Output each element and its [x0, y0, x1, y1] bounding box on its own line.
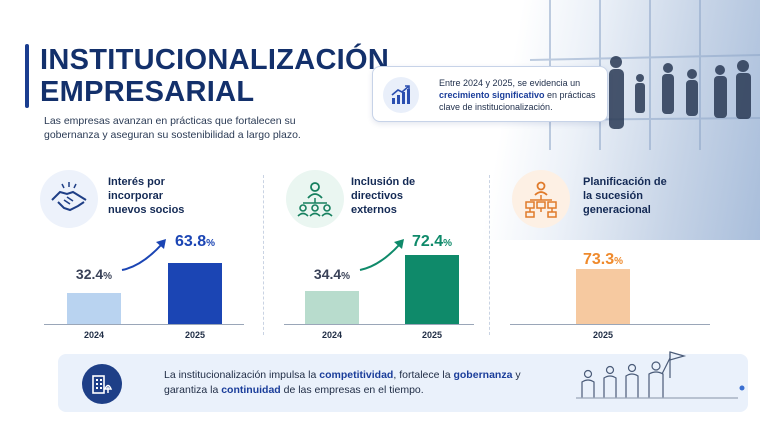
callout-text-after: en prácticas clave de institucionalizaci… — [439, 90, 596, 112]
footer-text: La institucionalización impulsa la — [164, 369, 320, 381]
footer-banner: La institucionalización impulsa la compe… — [58, 351, 748, 412]
value: 32.4 — [75, 266, 104, 282]
bar-2025-directivos — [405, 255, 459, 324]
column-divider — [489, 175, 490, 335]
keyword-competitividad: competitividad — [319, 369, 394, 381]
tick-label-2024: 2024 — [83, 330, 105, 340]
card-title-directivos: Inclusión de directivos externos — [351, 175, 415, 217]
growth-arrow — [121, 239, 166, 271]
x-axis — [44, 324, 244, 325]
data-label-2025: 63.8% — [165, 233, 225, 251]
value: 63.8 — [174, 233, 207, 250]
value: 73.3 — [582, 251, 615, 268]
growth-arrow — [359, 239, 404, 271]
hierarchy-icon — [512, 170, 570, 228]
callout-highlight: crecimiento significativo — [439, 90, 545, 100]
column-divider — [263, 175, 264, 335]
tick-label-2024: 2024 — [321, 330, 343, 340]
keyword-gobernanza: gobernanza — [453, 369, 513, 381]
card-title-socios: Interés por incorporar nuevos socios — [108, 175, 184, 217]
data-label-2025: 72.4% — [402, 233, 462, 251]
org-team-icon — [286, 170, 344, 228]
card-title-line: Interés por — [108, 176, 165, 188]
footer-text: y garantiza la — [164, 369, 521, 396]
title-line-2: EMPRESARIAL — [40, 76, 255, 108]
callout-text: Entre 2024 y 2025, se evidencia un creci… — [439, 77, 607, 113]
value: 34.4 — [313, 266, 342, 282]
data-label-2024: 32.4% — [64, 266, 124, 282]
bar-2025-socios — [168, 263, 222, 324]
building-icon — [82, 364, 122, 404]
unit: % — [614, 256, 624, 267]
x-axis — [510, 324, 710, 325]
unit: % — [103, 271, 113, 282]
unit: % — [206, 238, 216, 249]
title-accent-bar — [25, 44, 29, 108]
footer-message: La institucionalización impulsa la compe… — [164, 368, 544, 398]
card-title-line: Inclusión de — [351, 176, 416, 188]
card-title-line: la sucesión — [583, 190, 643, 202]
card-title-line: directivos — [351, 190, 403, 202]
trend-up-icon — [383, 77, 419, 113]
callout-text-before: Entre 2024 y 2025, se evidencia un — [439, 78, 581, 88]
card-title-line: generacional — [583, 204, 651, 216]
unit: % — [341, 271, 351, 282]
growth-callout: Entre 2024 y 2025, se evidencia un creci… — [372, 66, 608, 122]
card-title-line: incorporar — [108, 190, 164, 202]
bar-2025-sucesion — [576, 269, 630, 324]
card-title-line: externos — [351, 204, 397, 216]
tick-label-2025: 2025 — [592, 330, 614, 340]
title-line-1: INSTITUCIONALIZACIÓN — [40, 44, 390, 76]
team-flag-illustration — [576, 351, 745, 399]
unit: % — [443, 238, 453, 249]
data-label-2024: 34.4% — [302, 266, 362, 282]
x-axis — [284, 324, 474, 325]
card-title-line: Planificación de — [583, 176, 667, 188]
value: 72.4 — [411, 233, 444, 250]
tick-label-2025: 2025 — [184, 330, 206, 340]
footer-text: de las empresas en el tiempo. — [280, 384, 424, 396]
data-label-2025: 73.3% — [571, 251, 635, 269]
tick-label-2025: 2025 — [421, 330, 443, 340]
card-title-line: nuevos socios — [108, 204, 185, 216]
page-title: INSTITUCIONALIZACIÓN EMPRESARIAL — [40, 44, 389, 108]
bar-2024-socios — [67, 293, 121, 324]
handshake-icon — [40, 170, 98, 228]
card-title-sucesion: Planificación de la sucesión generaciona… — [583, 175, 667, 217]
page-subtitle: Las empresas avanzan en prácticas que fo… — [44, 115, 301, 141]
keyword-continuidad: continuidad — [221, 384, 281, 396]
bar-2024-directivos — [305, 291, 359, 324]
footer-text: , fortalece la — [393, 369, 454, 381]
